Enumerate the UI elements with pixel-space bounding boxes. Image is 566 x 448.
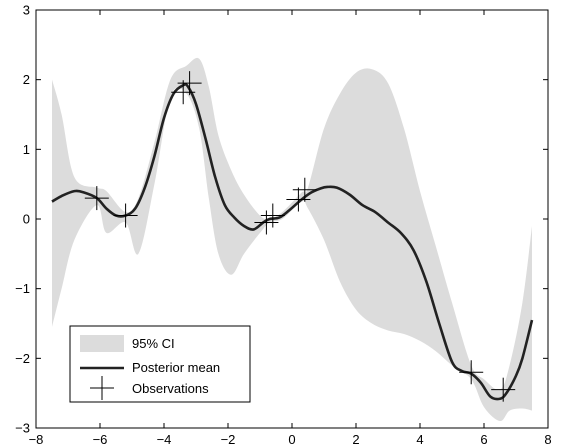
y-tick-label: 3 <box>23 3 30 18</box>
observation-point <box>260 203 285 228</box>
x-tick-label: 4 <box>416 432 423 447</box>
legend: 95% CI Posterior mean Observations <box>69 325 251 403</box>
legend-ci-swatch <box>80 335 124 352</box>
y-tick-label: 1 <box>23 142 30 157</box>
mean-line-layer <box>51 83 534 401</box>
observation-point <box>459 360 484 385</box>
legend-mean-label: Posterior mean <box>132 360 220 375</box>
ci-band <box>52 57 532 422</box>
legend-ci-label: 95% CI <box>132 336 175 351</box>
y-tick-label: −1 <box>15 281 30 296</box>
x-tick-label: −6 <box>93 432 108 447</box>
x-tick-label: 8 <box>544 432 551 447</box>
x-tick-label: −4 <box>157 432 172 447</box>
y-tick-label: −3 <box>15 421 30 436</box>
observation-point <box>84 186 109 211</box>
observation-point <box>113 203 138 228</box>
observation-point <box>254 210 279 235</box>
x-tick-label: 6 <box>480 432 487 447</box>
tick-layer: −8 −6 −4 −2 0 2 4 6 8 −3 −2 −1 0 1 2 3 <box>15 3 551 448</box>
x-tick-label: −8 <box>29 432 44 447</box>
y-tick-label: 0 <box>23 212 30 227</box>
observation-point <box>286 187 311 212</box>
observation-point <box>177 71 202 96</box>
legend-observation-label: Observations <box>132 381 209 396</box>
x-tick-label: −2 <box>221 432 236 447</box>
ci-band-layer <box>52 57 532 422</box>
observation-point <box>292 177 317 202</box>
y-tick-label: 2 <box>23 72 30 87</box>
x-tick-label: 0 <box>288 432 295 447</box>
posterior-mean-line <box>51 83 534 401</box>
observation-layer <box>84 71 516 402</box>
x-tick-label: 2 <box>352 432 359 447</box>
legend-observation-swatch <box>90 376 114 400</box>
y-tick-label: −2 <box>15 351 30 366</box>
observation-point <box>491 377 516 402</box>
observation-point <box>171 80 196 105</box>
